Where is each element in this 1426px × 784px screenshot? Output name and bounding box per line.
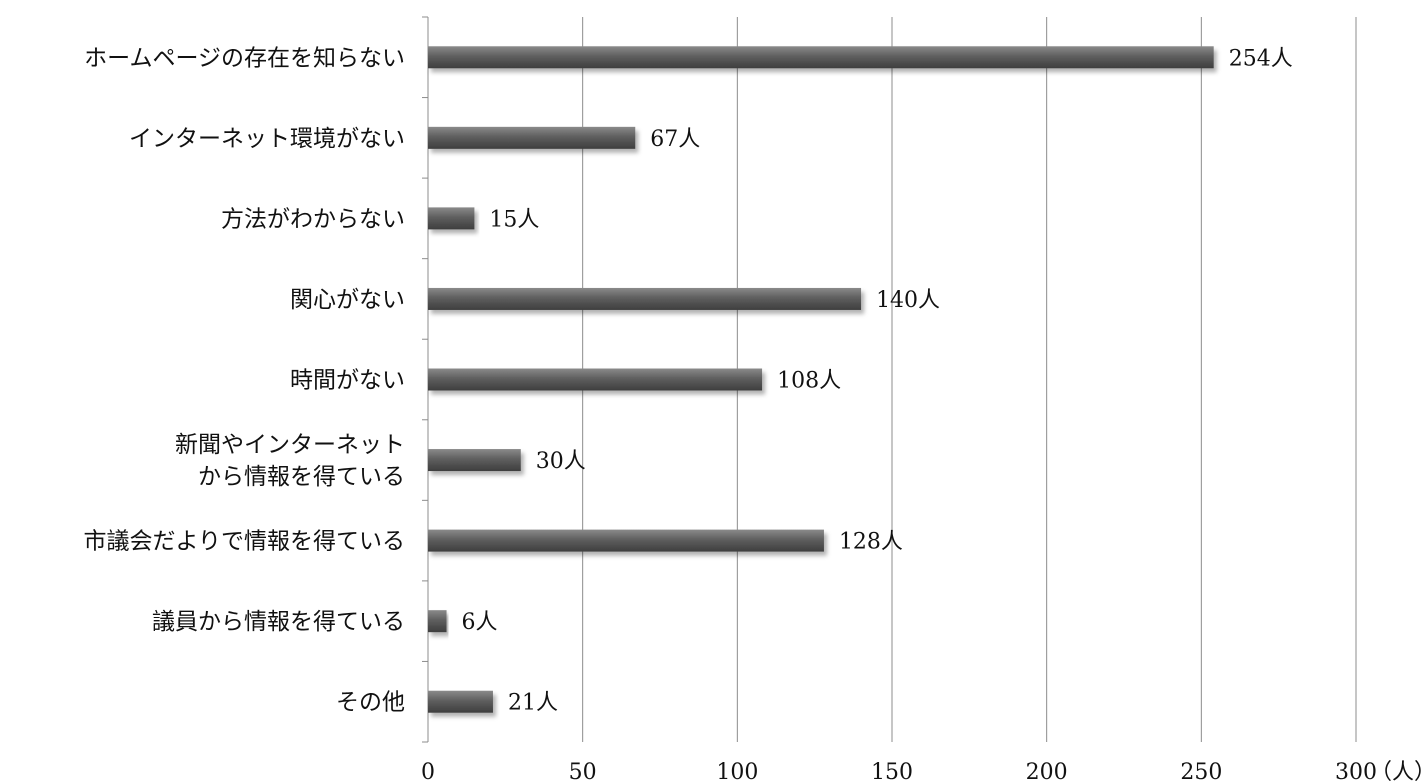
bar [428,368,763,391]
bar-value-label: 128人 [839,530,903,555]
x-tick-label: 250 [1180,760,1222,784]
bar [428,449,521,472]
category-label: インターネット環境がない [129,126,405,152]
bars [428,46,1214,713]
category-label: 新聞やインターネット [175,432,405,458]
category-label: 方法がわからない [221,206,405,232]
bar-value-label: 108人 [777,369,841,394]
bar-value-label: 254人 [1229,46,1293,71]
bar-value-label: 30人 [536,449,586,474]
category-label: から情報を得ている [198,464,405,490]
bar-value-label: 140人 [876,288,940,313]
category-labels: ホームページの存在を知らないインターネット環境がない方法がわからない関心がない時… [83,45,405,715]
value-labels: 254人 67人 15人 140人 108人 30人 128人 6人 21人 [462,46,1293,715]
x-tick-label: 100 [716,760,758,784]
bar-value-label: 21人 [508,691,558,716]
category-label: 時間がない [290,368,405,394]
bar [428,126,636,149]
category-label: 市議会だよりで情報を得ている [83,529,405,555]
bar-value-label: 6人 [462,610,498,635]
bar [428,690,493,713]
x-tick-label: 0 [421,760,435,784]
bar-value-label: 15人 [489,207,539,232]
x-tick-label: 200 [1026,760,1068,784]
category-label: ホームページの存在を知らない [84,45,405,71]
bar [428,46,1214,69]
category-label: 議員から情報を得ている [152,609,405,635]
x-tick-label: 300 [1335,760,1377,784]
bar [428,207,475,230]
category-label: その他 [336,690,405,716]
axes [422,16,429,743]
bar [428,610,447,633]
x-tick-label: 50 [569,760,597,784]
category-label: 関心がない [290,287,405,313]
bar-value-label: 67人 [650,127,700,152]
x-axis-unit-label: （人） [1370,760,1426,784]
gridlines [582,17,1357,742]
tick-labels: 0 50 100 150 200 250 300 [421,760,1377,784]
x-tick-label: 150 [871,760,913,784]
bar [428,287,862,310]
bar [428,529,824,552]
